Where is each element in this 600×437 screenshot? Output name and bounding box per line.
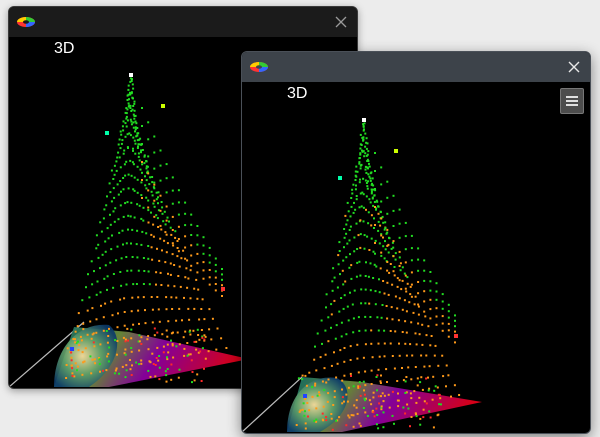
scatter-scene[interactable] [242, 82, 590, 433]
plot-window-front[interactable]: 3D [241, 51, 591, 434]
close-icon[interactable] [329, 10, 353, 34]
title-bar[interactable] [9, 7, 357, 37]
plot-label: 3D [54, 40, 75, 57]
title-bar[interactable] [242, 52, 590, 82]
color-wheel-icon [250, 62, 268, 72]
close-icon[interactable] [562, 55, 586, 79]
hamburger-menu-button[interactable] [560, 88, 584, 114]
hamburger-menu-icon [566, 96, 578, 98]
scatter-scene[interactable] [9, 37, 357, 388]
plot-area[interactable]: 3D [242, 82, 590, 433]
plot-label: 3D [287, 85, 308, 102]
plot-area[interactable]: 3D [9, 37, 357, 388]
color-wheel-icon [17, 17, 35, 27]
